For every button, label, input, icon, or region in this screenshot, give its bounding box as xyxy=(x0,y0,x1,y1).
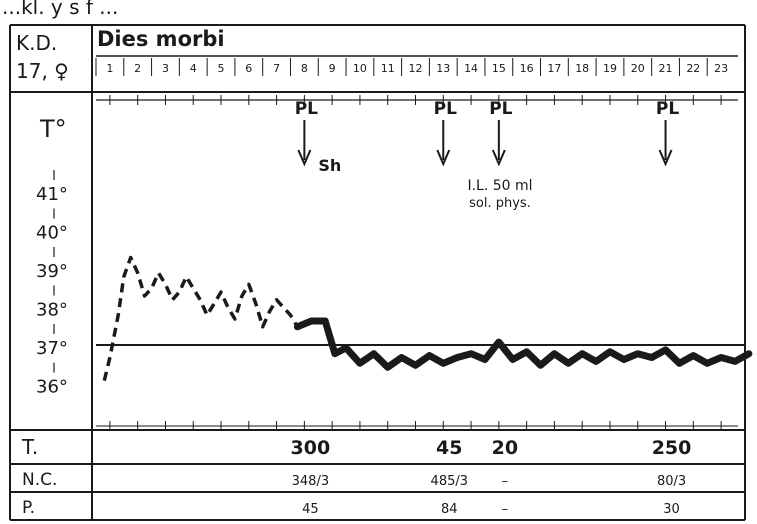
intervention-label: PL xyxy=(489,99,512,119)
day-label: 11 xyxy=(381,62,395,75)
y-tick-label: 41° xyxy=(36,184,68,205)
chart-frame xyxy=(9,24,746,521)
chart-title: Dies morbi xyxy=(97,27,225,51)
intervention-arrow-head xyxy=(658,149,673,167)
patient-sex-age: 17, ♀ xyxy=(16,59,69,83)
y-axis-title: T° xyxy=(39,115,67,143)
header-fragment: ...kl. y s f ... xyxy=(2,0,118,19)
y-tick-label: 40° xyxy=(36,223,68,244)
day-axis: 1 2 3 4 5 6 7 8 9 10 11 12 13 14 15 16 17 18 19 20 21 22 23 xyxy=(95,58,728,431)
intervention-label: PL xyxy=(295,99,318,119)
temperature-series xyxy=(102,255,753,382)
bottom-rows: T. 300 45 20 250 N.C. 348/3 485/3 – 80/3 P. 45 84 – 30 xyxy=(21,435,691,518)
intervention-note: Sh xyxy=(318,156,341,175)
day-label: 7 xyxy=(273,62,280,75)
row-value-p: 45 xyxy=(302,502,319,517)
day-label: 1 xyxy=(106,62,113,75)
day-label: 13 xyxy=(436,62,450,75)
intervention-arrow-head xyxy=(491,149,506,167)
day-label: 22 xyxy=(686,62,700,75)
y-tick-label: 39° xyxy=(36,261,68,282)
row-value-nc: – xyxy=(502,474,509,489)
intervention-label: PL xyxy=(434,99,457,119)
day-label: 10 xyxy=(353,62,367,75)
series-line-dashed xyxy=(102,255,299,382)
row-value-p: – xyxy=(502,502,509,517)
day-label: 23 xyxy=(714,62,728,75)
row-label-t: T. xyxy=(21,435,38,459)
day-label: 15 xyxy=(492,62,506,75)
patient-code: K.D. xyxy=(16,31,57,55)
day-label: 19 xyxy=(603,62,617,75)
row-value-t: 250 xyxy=(652,437,692,459)
day-label: 4 xyxy=(190,62,197,75)
interventions: PL Sh PL PL PL xyxy=(295,99,680,175)
row-value-nc: 348/3 xyxy=(292,474,329,489)
row-label-nc: N.C. xyxy=(22,470,57,490)
row-value-nc: 485/3 xyxy=(431,474,468,489)
day-label: 2 xyxy=(134,62,141,75)
day-label: 21 xyxy=(659,62,673,75)
day-label: 18 xyxy=(575,62,589,75)
day-label: 14 xyxy=(464,62,478,75)
row-value-t: 300 xyxy=(291,437,331,459)
intervention-note-line1: I.L. 50 ml xyxy=(467,178,532,194)
intervention-arrow-head xyxy=(297,149,312,167)
day-label: 9 xyxy=(329,62,336,75)
intervention-label: PL xyxy=(656,99,679,119)
row-value-nc: 80/3 xyxy=(657,474,686,489)
day-label: 12 xyxy=(409,62,423,75)
row-label-p: P. xyxy=(22,498,35,518)
day-label: 5 xyxy=(218,62,225,75)
day-label: 3 xyxy=(162,62,169,75)
row-value-t: 20 xyxy=(492,437,518,459)
intervention-arrow-head xyxy=(436,149,451,167)
day-label: 16 xyxy=(520,62,534,75)
day-label: 17 xyxy=(547,62,561,75)
y-tick-label: 38° xyxy=(36,300,68,321)
y-tick-label: 36° xyxy=(36,377,68,398)
y-axis: 41° 40° 39° 38° 37° 36° xyxy=(36,170,68,398)
series-line-solid xyxy=(293,317,753,371)
intervention-note-line2: sol. phys. xyxy=(469,196,531,211)
row-value-p: 30 xyxy=(663,502,680,517)
day-label: 20 xyxy=(631,62,645,75)
y-tick-label: 37° xyxy=(36,338,68,359)
day-label: 8 xyxy=(301,62,308,75)
row-value-t: 45 xyxy=(436,437,462,459)
day-label: 6 xyxy=(245,62,252,75)
row-value-p: 84 xyxy=(441,502,458,517)
